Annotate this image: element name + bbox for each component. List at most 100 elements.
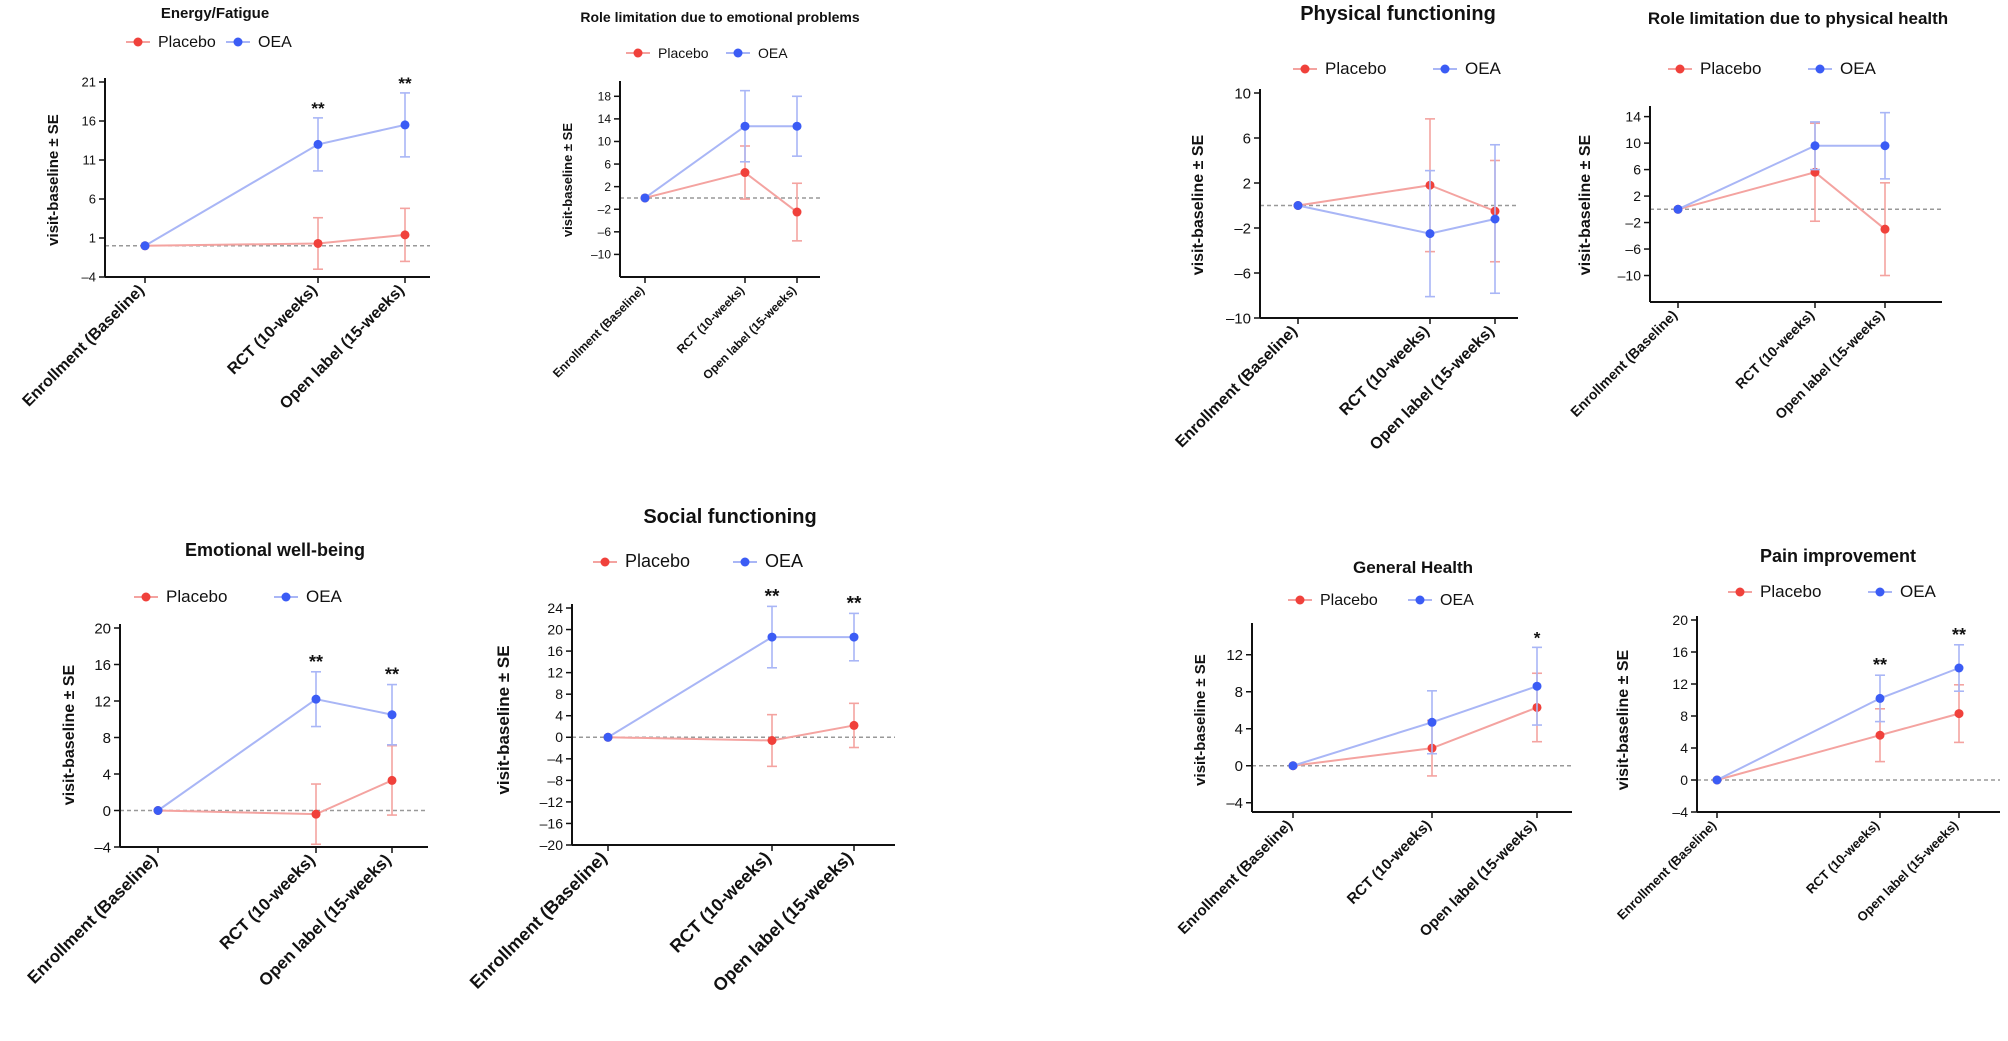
data-point-oea <box>1673 204 1683 214</box>
legend-label-oea: OEA <box>1440 592 1474 609</box>
significance-marker: ** <box>398 74 412 93</box>
legend-marker-oea <box>1875 587 1885 597</box>
series-line-placebo <box>144 233 406 247</box>
data-point-placebo <box>740 168 750 178</box>
y-tick-label: 6 <box>89 192 96 207</box>
x-tick-label: Enrollment (Baseline) <box>1567 307 1680 420</box>
data-point-oea <box>767 632 777 642</box>
y-axis-label: visit-baseline ± SE <box>494 645 513 794</box>
chart-panel-4: Role limitation due to physical health Pl… <box>1567 9 1948 422</box>
chart-title: Energy/Fatigue <box>161 5 269 22</box>
y-tick-label: 4 <box>103 766 111 783</box>
y-tick-label: 6 <box>1243 130 1251 147</box>
y-tick-label: 8 <box>1235 684 1243 701</box>
legend-marker-oea <box>233 37 243 47</box>
y-axis-label: visit-baseline ± SE <box>560 123 575 237</box>
data-point-placebo <box>849 720 859 730</box>
series-line-placebo <box>1292 706 1538 767</box>
y-tick-label: 16 <box>82 114 96 129</box>
y-axis-label: visit-baseline ± SE <box>1192 654 1209 786</box>
y-tick-label: –2 <box>1625 214 1641 230</box>
significance-marker: ** <box>1873 655 1887 675</box>
y-tick-label: 2 <box>604 180 611 194</box>
y-tick-label: –10 <box>1226 310 1251 327</box>
data-point-oea <box>140 241 150 251</box>
legend-marker-placebo <box>1735 587 1745 597</box>
y-tick-label: 14 <box>1625 109 1641 125</box>
legend-marker-placebo <box>133 37 143 47</box>
legend-label-placebo: Placebo <box>1760 582 1821 601</box>
chart-panel-6: Social functioning Placebo OEA –20 –16 –12 –8 –… <box>466 506 895 996</box>
chart-title: Role limitation due to physical health <box>1648 9 1948 28</box>
y-tick-label: 16 <box>94 657 111 674</box>
y-tick-label: 0 <box>103 803 111 820</box>
significance-marker: ** <box>311 99 325 118</box>
legend-label-placebo: Placebo <box>158 34 216 51</box>
y-tick-label: –2 <box>598 202 612 216</box>
x-tick-label: Enrollment (Baseline) <box>1175 817 1296 938</box>
significance-marker: ** <box>309 652 323 672</box>
y-tick-label: 12 <box>547 665 563 681</box>
y-tick-label: –4 <box>1672 804 1688 820</box>
y-tick-label: –6 <box>598 225 612 239</box>
data-point-oea <box>1875 693 1885 703</box>
y-tick-label: 10 <box>1625 135 1641 151</box>
significance-marker: ** <box>385 665 399 685</box>
y-tick-label: 18 <box>598 89 612 103</box>
y-tick-label: 10 <box>1234 85 1251 102</box>
data-point-oea <box>313 139 323 149</box>
x-tick-label: Open label (15-weeks) <box>709 848 857 996</box>
series-line-oea <box>1292 685 1538 767</box>
y-tick-label: 8 <box>555 686 563 702</box>
data-point-oea <box>400 120 410 130</box>
series-line-oea <box>1297 204 1496 235</box>
legend-marker-oea <box>1415 595 1425 605</box>
y-tick-label: 6 <box>1633 161 1641 177</box>
data-point-oea <box>387 710 397 720</box>
data-point-oea <box>1427 717 1437 727</box>
legend-label-placebo: Placebo <box>1320 592 1378 609</box>
legend-label-oea: OEA <box>765 551 803 571</box>
legend-label-placebo: Placebo <box>625 551 690 571</box>
chart-title: Physical functioning <box>1300 3 1496 25</box>
series-line-oea <box>157 698 393 812</box>
y-tick-label: 12 <box>1226 647 1243 664</box>
legend-label-placebo: Placebo <box>166 587 227 606</box>
y-tick-label: 4 <box>1235 721 1243 738</box>
data-point-placebo <box>1954 709 1964 719</box>
legend-marker-placebo <box>141 592 151 602</box>
x-tick-label: Enrollment (Baseline) <box>1172 323 1300 451</box>
data-point-oea <box>1810 141 1820 151</box>
chart-panel-2: Role limitation due to emotional problem… <box>550 9 860 382</box>
x-tick-label: Enrollment (Baseline) <box>24 850 161 987</box>
x-tick-label: Enrollment (Baseline) <box>550 283 647 380</box>
y-tick-label: 20 <box>547 621 563 637</box>
y-tick-label: 0 <box>555 729 563 745</box>
y-axis-label: visit-baseline ± SE <box>1190 134 1207 275</box>
legend-marker-oea <box>1815 64 1825 74</box>
y-tick-label: –6 <box>1234 265 1251 282</box>
legend-label-oea: OEA <box>306 587 343 606</box>
significance-marker: ** <box>765 586 780 607</box>
chart-title: Social functioning <box>643 506 816 528</box>
data-point-placebo <box>1880 224 1890 234</box>
legend-label-placebo: Placebo <box>1325 59 1386 78</box>
y-tick-label: 1 <box>89 231 96 246</box>
series-line-placebo <box>607 724 855 742</box>
chart-title: General Health <box>1353 558 1473 577</box>
legend-marker-placebo <box>1300 64 1310 74</box>
legend-label-oea: OEA <box>758 45 788 61</box>
data-point-oea <box>1712 775 1722 785</box>
y-tick-label: –4 <box>82 270 96 285</box>
y-tick-label: 14 <box>598 112 612 126</box>
y-tick-label: –20 <box>540 837 564 853</box>
legend-label-placebo: Placebo <box>1700 59 1761 78</box>
y-tick-label: 20 <box>1672 612 1688 628</box>
legend-marker-placebo <box>633 48 643 58</box>
y-tick-label: 16 <box>1672 644 1688 660</box>
y-tick-label: 8 <box>1680 708 1688 724</box>
legend-marker-oea <box>733 48 743 58</box>
x-tick-label: Open label (15-weeks) <box>1416 817 1539 940</box>
y-tick-label: 12 <box>94 693 111 710</box>
series-line-oea <box>1677 144 1885 211</box>
